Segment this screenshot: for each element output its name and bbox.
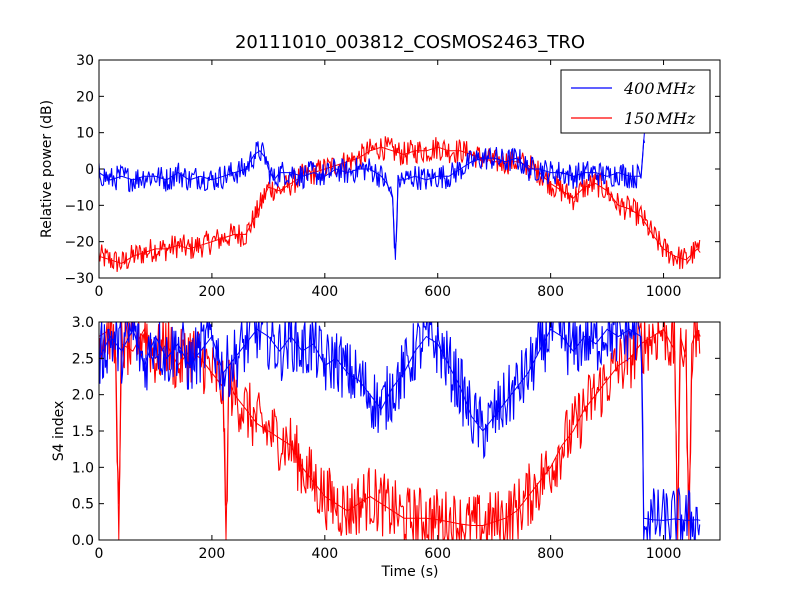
s4-y-tick-label: 1.5 [72,424,94,440]
power-y-tick-label: 30 [76,53,94,69]
s4-series-group [99,322,701,540]
power-line-400mhz [99,139,646,249]
power-y-tick-label: 10 [76,126,94,142]
power-y-tick-label: −30 [64,271,94,287]
s4-y-tick-label: 3.0 [72,315,94,331]
power-y-tick-label: −20 [64,235,94,251]
power-keypoints-150mhz [99,146,701,265]
power-ticks: 0 200 400 600 800 1000 −30 −20 −10 0 10 20 30 [64,53,720,300]
s4-x-tick-label: 0 [95,546,104,562]
s4-ticks: 0 200 400 600 800 1000 0.0 0.5 1.0 1.5 2.0 2.5 3.0 [72,315,720,562]
chart-title: 20111010_003812_COSMOS2463_TRO [235,32,585,53]
power-x-tick-label: 800 [537,284,564,300]
s4-line-400mhz [99,322,701,540]
power-panel: 0 200 400 600 800 1000 −30 −20 −10 0 10 20 30 Relati… [39,53,721,300]
s4-y-tick-label: 2.0 [72,388,94,404]
s4-y-tick-label: 1.0 [72,460,94,476]
s4-x-tick-label: 200 [199,546,226,562]
legend-box [560,69,711,134]
power-line-150mhz [99,136,701,272]
power-x-tick-label: 0 [95,284,104,300]
power-y-tick-label: −10 [64,198,94,214]
legend-150-unit: MHz [656,109,696,128]
s4-y-tick-label: 0.0 [72,533,94,549]
s4-keypoints-400mhz [99,327,701,521]
legend-400-unit: MHz [656,79,696,98]
legend-150-number: 150 [624,109,655,128]
s4-x-tick-label: 800 [537,546,564,562]
power-y-tick-label: 0 [85,162,94,178]
power-keypoints-400mhz [99,121,646,260]
legend-label-150mhz: 150 MHz [624,109,696,128]
power-series-group [99,121,701,272]
s4-x-tick-label: 400 [311,546,338,562]
power-x-tick-label: 1000 [646,284,682,300]
power-y-tick-label: 20 [76,89,94,105]
legend-label-400mhz: 400 MHz [623,79,696,98]
power-x-tick-label: 200 [199,284,226,300]
s4-panel: 0 200 400 600 800 1000 0.0 0.5 1.0 1.5 2.0 2.5 3.0 S… [51,315,721,580]
s4-y-tick-label: 0.5 [72,497,94,513]
x-axis-label: Time (s) [381,564,439,580]
s4-x-tick-label: 600 [424,546,451,562]
legend-400-number: 400 [623,79,655,98]
power-x-tick-label: 600 [424,284,451,300]
power-x-tick-label: 400 [311,284,338,300]
power-y-axis-label: Relative power (dB) [39,100,55,238]
legend: 400 MHz 150 MHz [560,69,711,134]
s4-y-axis-label: S4 index [51,401,67,462]
s4-x-tick-label: 1000 [646,546,682,562]
s4-y-tick-label: 2.5 [72,351,94,367]
